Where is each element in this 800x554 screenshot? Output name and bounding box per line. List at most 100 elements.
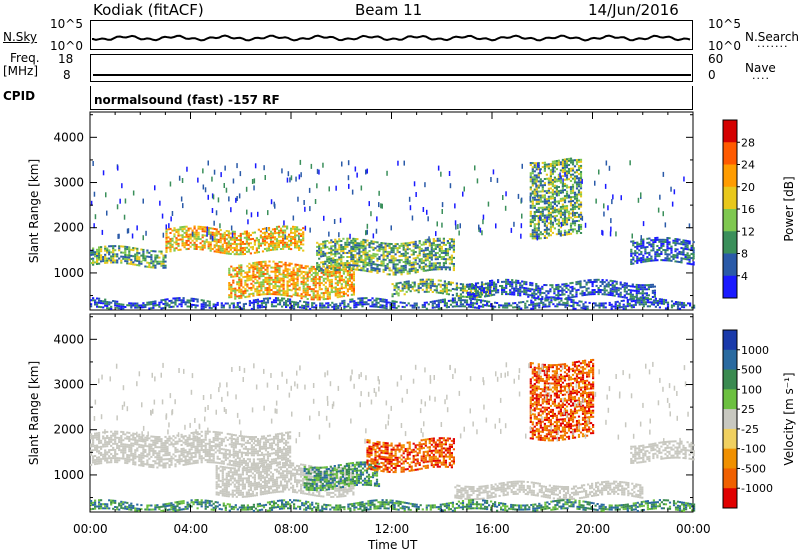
data-cell xyxy=(366,168,368,174)
data-cell xyxy=(551,286,554,289)
data-cell xyxy=(640,259,643,262)
data-cell xyxy=(227,242,230,245)
data-cell xyxy=(537,215,540,217)
data-cell xyxy=(248,293,251,296)
data-cell xyxy=(529,221,532,223)
data-cell xyxy=(656,304,659,306)
data-cell xyxy=(96,259,99,261)
data-cell xyxy=(640,235,642,241)
data-cell xyxy=(640,192,642,198)
data-cell xyxy=(290,289,293,292)
data-cell xyxy=(314,268,317,270)
data-cell xyxy=(533,174,536,177)
data-cell xyxy=(668,241,671,244)
data-cell xyxy=(674,240,677,242)
data-cell xyxy=(305,305,308,308)
data-cell xyxy=(368,258,371,261)
data-cell xyxy=(416,271,419,273)
data-cell xyxy=(545,173,548,176)
data-cell xyxy=(245,186,248,192)
data-cell xyxy=(563,207,567,210)
data-cell xyxy=(294,242,297,245)
data-cell xyxy=(503,291,506,293)
data-cell xyxy=(241,253,244,256)
data-cell xyxy=(543,228,546,231)
data-cell xyxy=(271,242,275,245)
data-cell xyxy=(336,240,339,243)
data-cell xyxy=(551,166,554,169)
data-cell xyxy=(531,178,534,181)
data-cell xyxy=(252,274,255,277)
data-cell xyxy=(501,280,504,283)
data-cell xyxy=(479,285,483,288)
data-cell xyxy=(529,186,532,189)
data-cell xyxy=(631,233,633,239)
data-cell xyxy=(233,243,236,245)
data-cell xyxy=(241,232,244,235)
data-cell xyxy=(547,232,550,235)
data-cell xyxy=(338,293,341,296)
data-cell xyxy=(126,228,129,234)
data-cell xyxy=(179,228,182,231)
data-cell xyxy=(549,290,552,293)
data-cell xyxy=(162,232,165,238)
data-cell xyxy=(441,298,444,301)
data-cell xyxy=(468,297,472,300)
data-cell xyxy=(508,304,511,307)
data-cell xyxy=(354,262,357,265)
data-cell xyxy=(609,279,612,282)
data-cell xyxy=(629,285,632,288)
data-cell xyxy=(546,305,549,308)
data-cell xyxy=(553,219,556,222)
data-cell xyxy=(361,297,364,300)
data-cell xyxy=(384,269,387,271)
data-cell xyxy=(292,275,295,278)
data-cell xyxy=(180,305,183,308)
data-cell xyxy=(561,234,564,237)
data-cell xyxy=(399,281,402,284)
data-cell xyxy=(455,224,457,230)
data-cell xyxy=(541,291,544,294)
data-cell xyxy=(116,164,119,170)
data-cell xyxy=(529,196,531,201)
data-cell xyxy=(100,302,103,305)
data-cell xyxy=(547,204,550,206)
data-cell xyxy=(418,264,421,267)
data-cell xyxy=(350,247,353,250)
data-cell xyxy=(551,201,554,204)
data-cell xyxy=(674,254,677,257)
data-cell xyxy=(423,284,426,287)
data-cell xyxy=(416,254,419,257)
data-cell xyxy=(660,244,663,247)
data-cell xyxy=(430,262,433,265)
data-cell xyxy=(166,302,169,305)
data-cell xyxy=(238,282,241,285)
data-cell xyxy=(688,248,691,251)
data-cell xyxy=(573,159,577,162)
data-cell xyxy=(318,253,321,256)
data-cell xyxy=(299,300,302,303)
data-cell xyxy=(452,248,455,251)
data-cell xyxy=(517,292,520,295)
data-cell xyxy=(106,210,108,216)
data-cell xyxy=(178,303,181,306)
data-cell xyxy=(427,216,429,222)
data-cell xyxy=(226,302,229,305)
data-cell xyxy=(432,266,435,269)
data-cell xyxy=(418,240,421,243)
data-cell xyxy=(175,247,178,250)
data-cell xyxy=(535,237,538,240)
data-cell xyxy=(541,190,544,193)
data-cell xyxy=(497,291,500,294)
data-cell xyxy=(260,263,263,265)
data-cell xyxy=(393,302,396,305)
data-cell xyxy=(545,284,548,287)
data-cell xyxy=(273,242,277,245)
data-cell xyxy=(332,290,335,293)
data-cell xyxy=(244,283,247,286)
data-cell xyxy=(551,231,554,234)
data-cell xyxy=(204,302,207,304)
data-cell xyxy=(241,243,244,245)
data-cell xyxy=(688,258,691,261)
data-cell xyxy=(459,287,462,290)
